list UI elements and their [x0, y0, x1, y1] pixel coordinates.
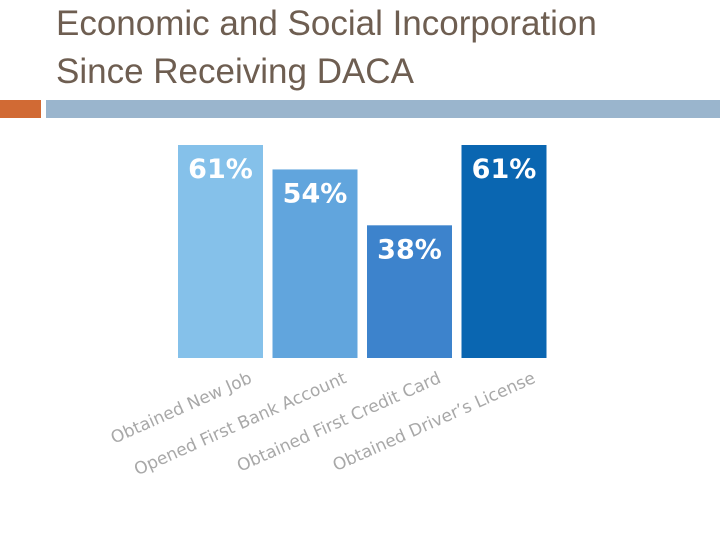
slide-title-line-1: Economic and Social Incorporation	[56, 4, 597, 43]
bar-value-label-opened-first-bank-account: 54%	[283, 178, 348, 209]
bar-obtained-first-credit-card	[367, 225, 452, 358]
slide-title: Economic and Social Incorporation Since …	[56, 0, 696, 96]
bar-obtained-new-job	[178, 145, 263, 358]
bar-obtained-driver-s-license	[461, 145, 547, 358]
bar-opened-first-bank-account	[272, 169, 358, 358]
bar-value-label-obtained-driver-s-license: 61%	[472, 154, 537, 185]
slide-title-line-2: Since Receiving DACA	[56, 52, 414, 91]
accent-bar	[0, 100, 41, 118]
bar-value-label-obtained-new-job: 61%	[188, 154, 253, 185]
title-rule	[46, 100, 720, 118]
bar-value-label-obtained-first-credit-card: 38%	[377, 234, 442, 265]
